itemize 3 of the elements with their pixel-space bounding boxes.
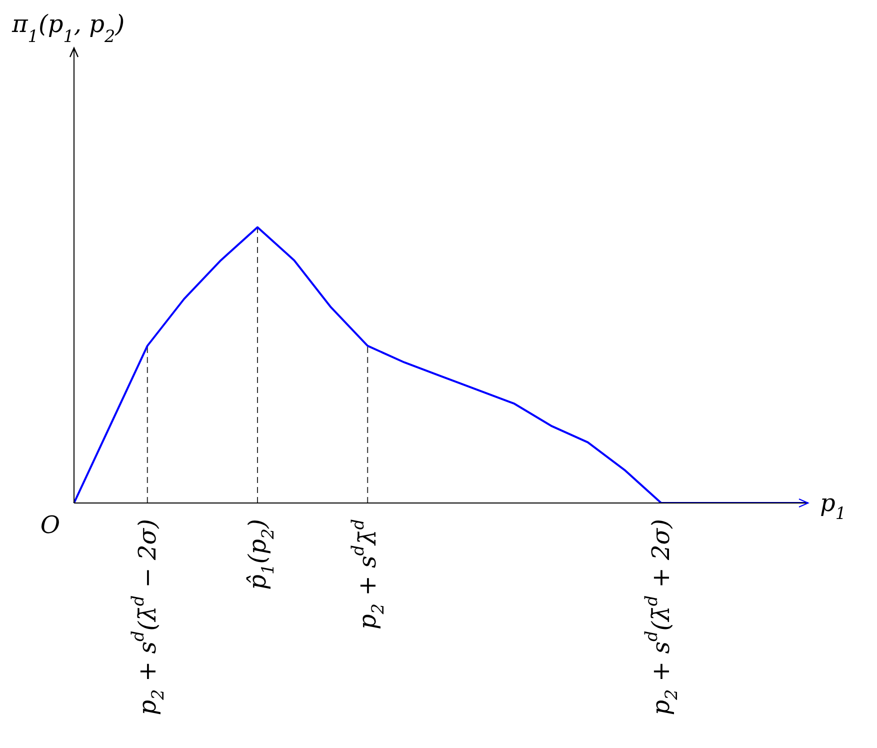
x-axis-title: p$_{1}$ [820,489,846,523]
text: O [40,511,60,539]
text: π$_{1}$(p$_{1}$, p$_{2}$) [11,10,125,46]
